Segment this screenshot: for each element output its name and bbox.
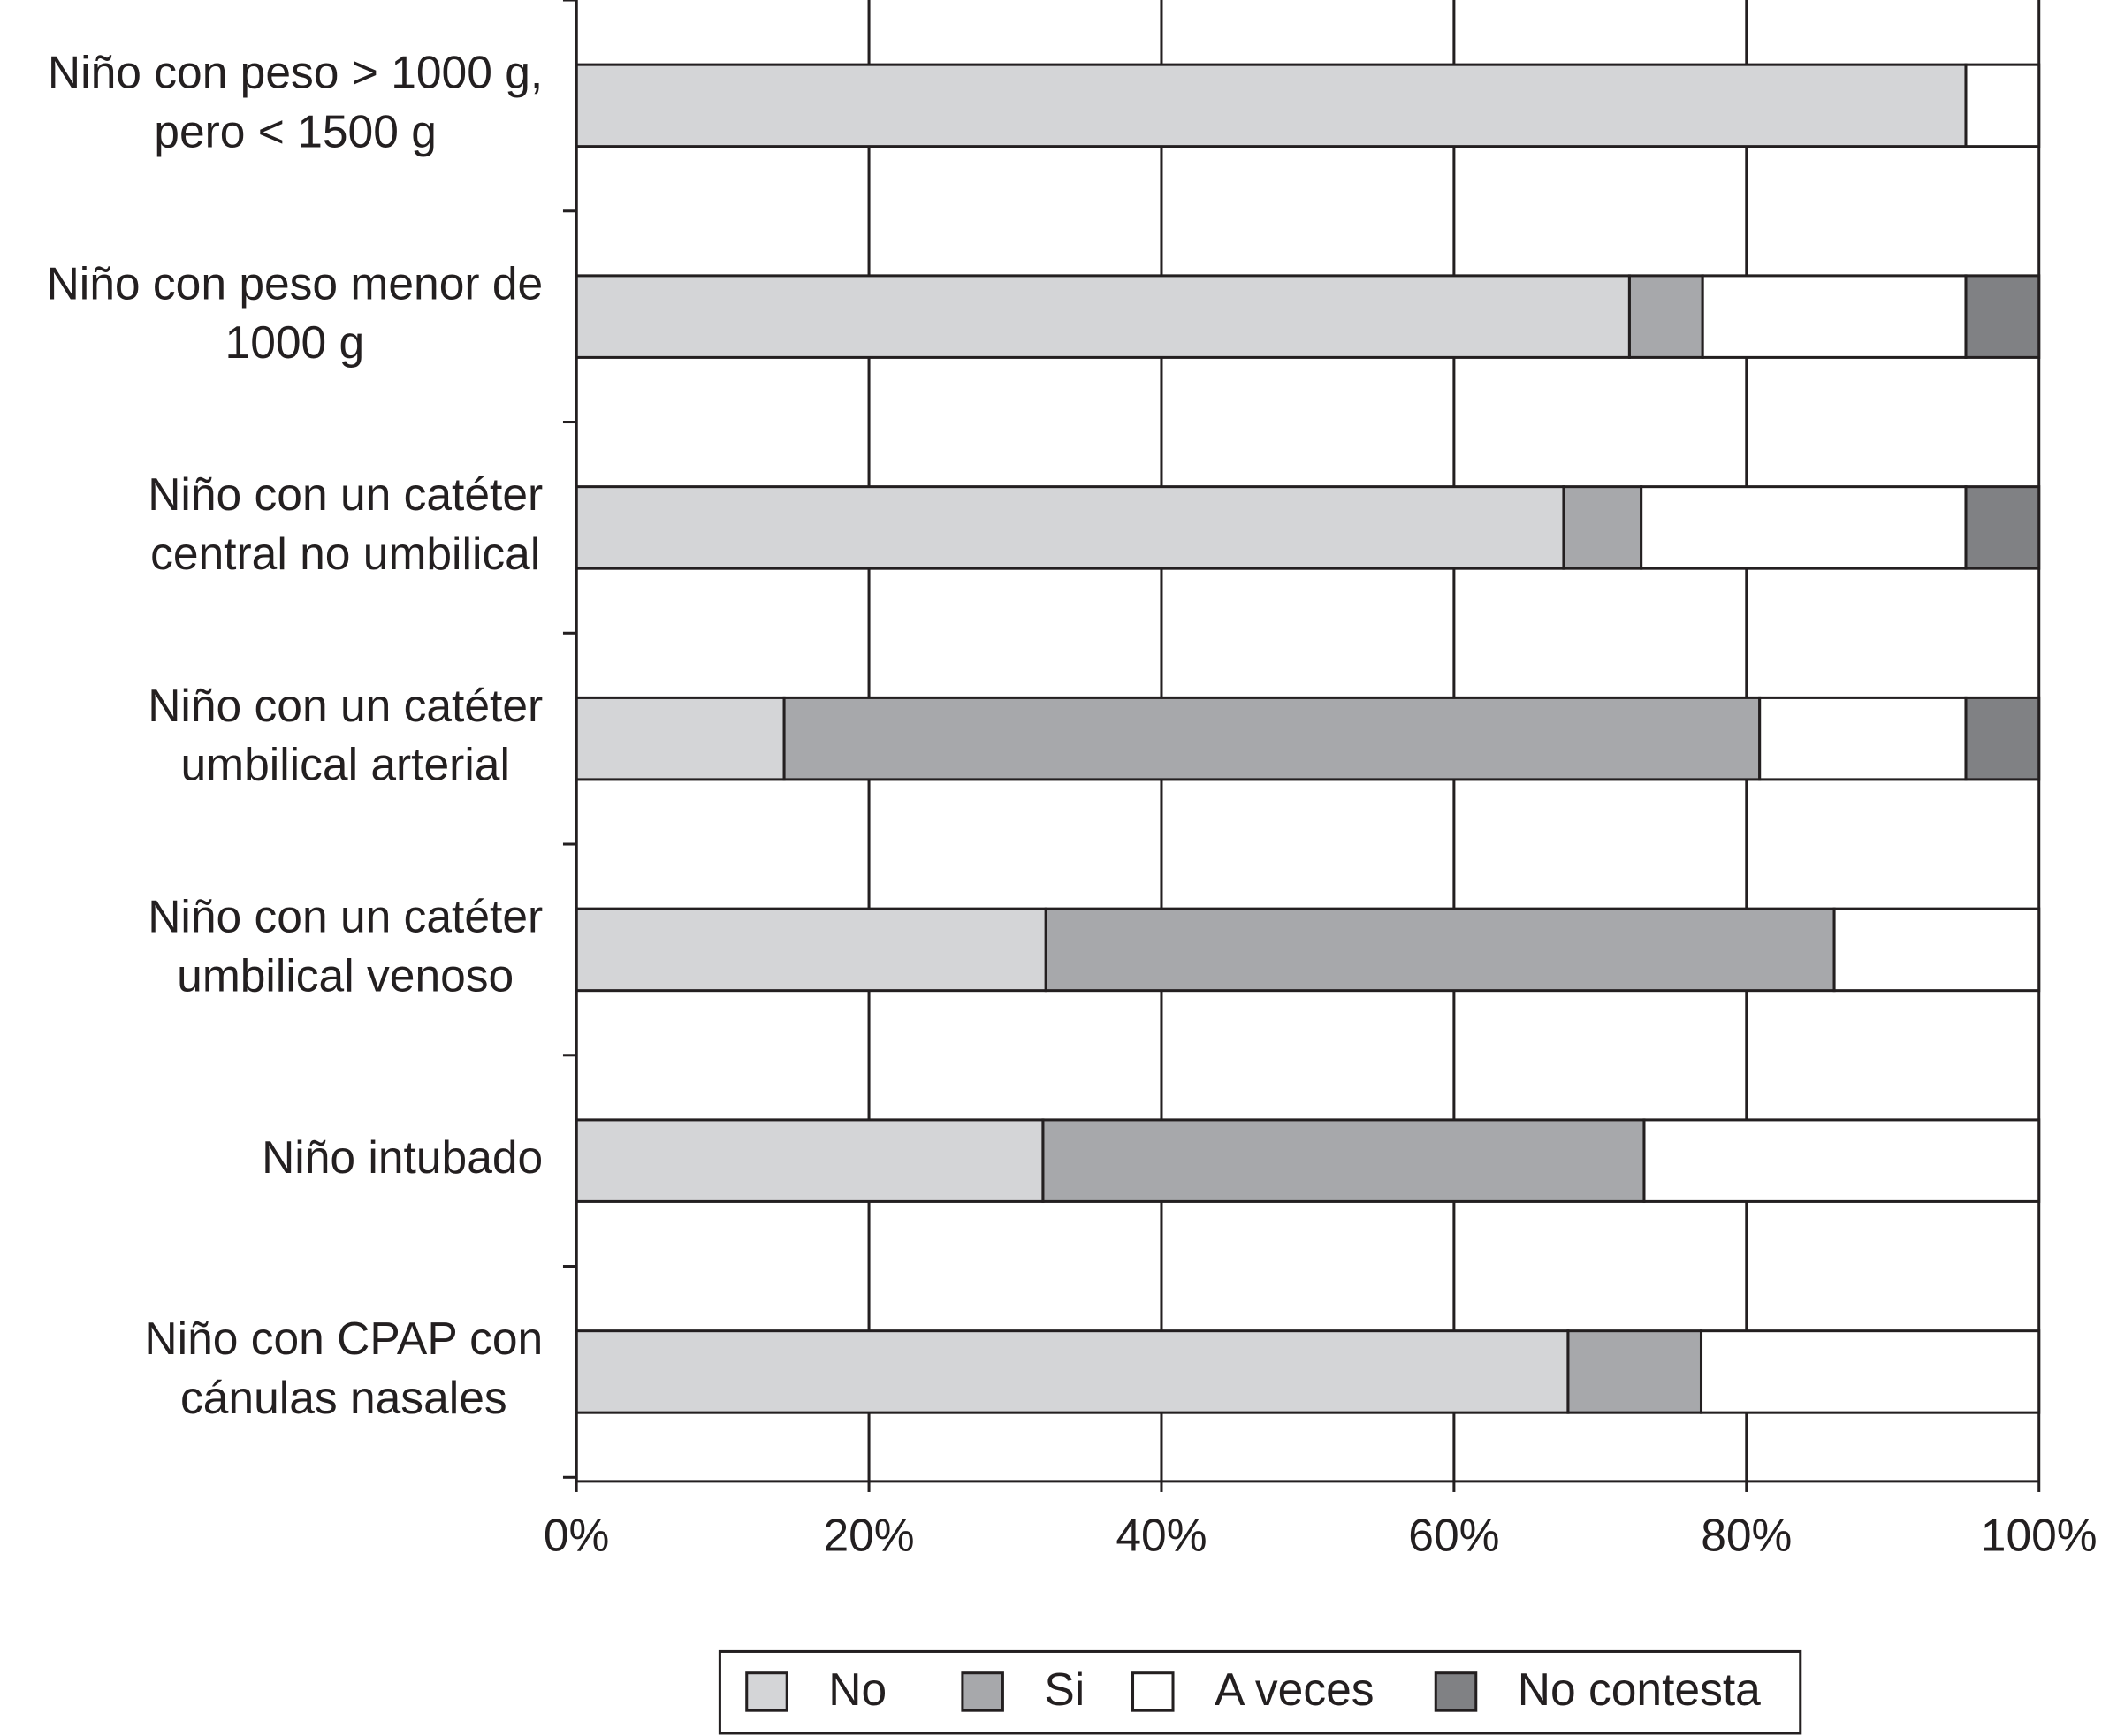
bar-segment xyxy=(575,63,1968,148)
y-tick-label: central no umbilical xyxy=(150,528,540,579)
bar-segment xyxy=(575,274,1631,359)
y-tick-label: Niño intubado xyxy=(262,1131,543,1183)
legend-swatch xyxy=(961,1671,1004,1712)
legend-label: A veces xyxy=(1215,1664,1375,1715)
y-tick-label: Niño con un catéter xyxy=(148,468,543,520)
bar-segment xyxy=(1044,907,1836,993)
bar-segment xyxy=(1701,274,1968,359)
bar-segment xyxy=(1964,63,2041,148)
legend-label: No xyxy=(828,1664,887,1715)
y-tick-label: Niño con un catéter xyxy=(148,891,543,942)
x-tick-label: 80% xyxy=(1701,1510,1792,1561)
x-tick-label: 100% xyxy=(1981,1510,2098,1561)
x-tick-label: 40% xyxy=(1116,1510,1207,1561)
legend-box xyxy=(718,1649,1802,1735)
bar-segment xyxy=(1642,1118,2041,1203)
y-tick-label: Niño con CPAP con xyxy=(144,1313,543,1364)
y-tick-label: pero < 1500 g xyxy=(154,105,437,156)
bar-segment xyxy=(575,907,1047,993)
y-tick-label: Niño con un catéter xyxy=(148,680,543,731)
y-tick-label: 1000 g xyxy=(225,316,365,368)
bar-segment xyxy=(1041,1118,1646,1203)
y-tick-label: Niño con peso menor de xyxy=(47,257,544,308)
x-tick-label: 20% xyxy=(823,1510,914,1561)
bar-segment xyxy=(1964,696,2041,781)
bar-segment xyxy=(575,1329,1570,1414)
bar-segment xyxy=(575,696,786,781)
bar-segment xyxy=(1964,485,2041,570)
legend-swatch xyxy=(1131,1671,1175,1712)
bar-segment xyxy=(782,696,1762,781)
legend-swatch xyxy=(745,1671,788,1712)
x-tick-label: 60% xyxy=(1408,1510,1499,1561)
bar-segment xyxy=(1562,485,1643,570)
bar-segment xyxy=(1699,1329,2041,1414)
y-tick-label: umbilical arterial xyxy=(181,739,510,790)
bar-segment xyxy=(1964,274,2041,359)
bar-segment xyxy=(1566,1329,1703,1414)
y-tick-label: umbilical venoso xyxy=(177,949,514,1001)
x-tick-label: 0% xyxy=(544,1510,610,1561)
bar-segment xyxy=(575,485,1565,570)
legend-swatch xyxy=(1434,1671,1478,1712)
legend-label: No contesta xyxy=(1518,1664,1761,1715)
bar-segment xyxy=(1832,907,2041,993)
y-tick-label: cánulas nasales xyxy=(180,1372,507,1423)
bar-segment xyxy=(575,1118,1045,1203)
bar-segment xyxy=(1758,696,1968,781)
bar-segment xyxy=(1627,274,1704,359)
y-tick-label: Niño con peso > 1000 g, xyxy=(48,47,543,98)
legend-label: Si xyxy=(1044,1664,1085,1715)
bar-segment xyxy=(1640,485,1968,570)
